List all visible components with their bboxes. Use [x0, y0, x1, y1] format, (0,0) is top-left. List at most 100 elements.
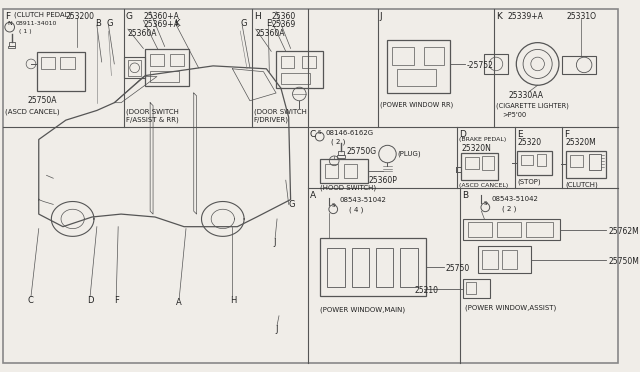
- Bar: [468, 222, 492, 237]
- Text: ( 4 ): ( 4 ): [349, 206, 363, 213]
- Text: (CLUTCH PEDAL): (CLUTCH PEDAL): [13, 12, 71, 18]
- Text: C: C: [310, 130, 316, 139]
- Text: H: H: [254, 12, 260, 20]
- Text: S: S: [318, 130, 321, 135]
- Bar: [41, 57, 55, 69]
- Bar: [526, 222, 553, 237]
- Bar: [465, 157, 479, 169]
- Bar: [517, 151, 552, 175]
- Text: 25360: 25360: [271, 12, 296, 20]
- Text: (CIGARETTE LIGHTER): (CIGARETTE LIGHTER): [496, 103, 569, 109]
- Bar: [150, 71, 179, 82]
- Text: K: K: [174, 19, 180, 28]
- Bar: [424, 48, 444, 65]
- Bar: [128, 60, 141, 76]
- Bar: [589, 154, 600, 170]
- Text: E: E: [266, 19, 271, 28]
- Bar: [521, 155, 532, 165]
- Text: F: F: [5, 12, 10, 20]
- Bar: [281, 56, 294, 68]
- Bar: [324, 164, 338, 178]
- Text: (POWER WINDOW,ASSIST): (POWER WINDOW,ASSIST): [465, 304, 556, 311]
- Bar: [392, 48, 413, 65]
- Text: (BRAKE PEDAL): (BRAKE PEDAL): [459, 137, 506, 142]
- Bar: [397, 69, 436, 86]
- Text: (ASCD CANCEL): (ASCD CANCEL): [5, 109, 60, 115]
- Text: (POWER WINDOW,MAIN): (POWER WINDOW,MAIN): [319, 306, 404, 312]
- Text: (DOOR SWITCH: (DOOR SWITCH: [126, 109, 179, 115]
- Bar: [319, 159, 368, 183]
- Text: ( 2 ): ( 2 ): [332, 138, 346, 145]
- Text: A: A: [310, 191, 316, 200]
- Text: F: F: [564, 130, 569, 139]
- Text: S: S: [484, 201, 487, 206]
- Bar: [387, 40, 451, 93]
- Text: 25330AA: 25330AA: [509, 91, 543, 100]
- Bar: [9, 42, 15, 45]
- Bar: [400, 248, 417, 287]
- Bar: [145, 49, 189, 86]
- Text: (CLUTCH): (CLUTCH): [566, 181, 598, 187]
- Text: ( 1 ): ( 1 ): [19, 29, 32, 34]
- Bar: [302, 56, 316, 68]
- Bar: [376, 248, 394, 287]
- Bar: [461, 153, 498, 180]
- Text: 25360A: 25360A: [128, 29, 157, 38]
- Text: B: B: [462, 191, 468, 200]
- Text: H: H: [230, 296, 237, 305]
- Text: 25320M: 25320M: [566, 138, 596, 147]
- Bar: [463, 279, 490, 298]
- Text: (DOOR SWITCH: (DOOR SWITCH: [254, 109, 307, 115]
- Bar: [463, 219, 560, 240]
- Text: >P5'00: >P5'00: [502, 112, 526, 118]
- Text: 25360+A: 25360+A: [143, 12, 179, 20]
- Bar: [466, 282, 476, 295]
- Text: 08543-51042: 08543-51042: [339, 197, 386, 203]
- Bar: [483, 250, 498, 269]
- Bar: [338, 151, 344, 155]
- Text: F/ASSIST & RR): F/ASSIST & RR): [126, 116, 179, 123]
- Text: 25360P: 25360P: [368, 176, 397, 185]
- Text: B: B: [95, 19, 101, 28]
- Text: -25752: -25752: [467, 61, 494, 70]
- Text: 25750M: 25750M: [609, 257, 639, 266]
- Bar: [562, 56, 596, 74]
- Text: G: G: [289, 199, 295, 209]
- Text: G: G: [126, 12, 133, 20]
- Bar: [60, 57, 75, 69]
- Bar: [502, 250, 517, 269]
- Text: 08146-6162G: 08146-6162G: [326, 130, 374, 136]
- Bar: [477, 246, 531, 273]
- Text: 25762M: 25762M: [609, 227, 639, 236]
- Text: 253200: 253200: [66, 12, 95, 20]
- Text: J: J: [380, 12, 382, 20]
- Bar: [337, 155, 345, 158]
- Text: 25369: 25369: [271, 20, 296, 29]
- Text: N: N: [7, 21, 12, 26]
- Text: ( 2 ): ( 2 ): [502, 205, 516, 212]
- Bar: [566, 151, 607, 178]
- Text: G: G: [106, 19, 113, 28]
- Bar: [484, 54, 508, 74]
- Text: J: J: [275, 326, 278, 334]
- Bar: [497, 222, 521, 237]
- Text: S: S: [332, 203, 335, 208]
- Bar: [537, 154, 547, 166]
- Text: D: D: [87, 296, 93, 305]
- Text: 25331O: 25331O: [566, 12, 596, 20]
- Text: 25750A: 25750A: [27, 96, 56, 105]
- Bar: [170, 54, 184, 66]
- Text: F: F: [115, 296, 119, 305]
- Text: 25320: 25320: [517, 138, 541, 147]
- Text: (POWER WINDOW RR): (POWER WINDOW RR): [380, 102, 453, 108]
- Text: (STOP): (STOP): [517, 178, 541, 185]
- Text: J: J: [273, 238, 276, 247]
- Text: 25339+A: 25339+A: [508, 12, 543, 20]
- Text: 25369+A: 25369+A: [143, 20, 179, 29]
- Bar: [124, 57, 145, 78]
- Bar: [37, 52, 85, 91]
- Text: 25750G: 25750G: [347, 147, 377, 156]
- Text: 25320N: 25320N: [461, 144, 491, 153]
- Text: F/DRIVER): F/DRIVER): [254, 116, 289, 123]
- Text: C: C: [27, 296, 33, 305]
